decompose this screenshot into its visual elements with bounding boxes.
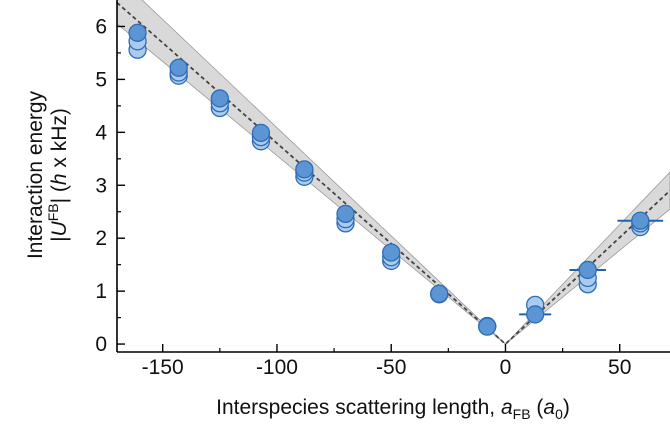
data-point-dark bbox=[128, 23, 147, 42]
data-point-dark bbox=[251, 123, 271, 143]
axes: -150 -100 -50 0 50 0 1 2 3 4 5 6 bbox=[95, 0, 670, 379]
y-axis-label-line1: Interaction energy bbox=[24, 90, 47, 259]
x-tick-label: 0 bbox=[500, 356, 512, 379]
x-tick-label: -50 bbox=[376, 356, 406, 379]
y-tick-label: 3 bbox=[95, 174, 107, 197]
y-tick-label: 6 bbox=[95, 15, 107, 38]
data-point-dark bbox=[295, 160, 314, 179]
plot-area bbox=[117, 0, 670, 346]
data-point-dark bbox=[336, 204, 355, 223]
y-tick-label: 5 bbox=[95, 68, 107, 91]
x-axis-label: Interspecies scattering length, aFB (a0) bbox=[216, 396, 570, 422]
data-point-dark bbox=[478, 317, 497, 336]
data-point-dark bbox=[526, 305, 545, 324]
x-tick-label: 50 bbox=[608, 356, 631, 379]
data-point-dark bbox=[169, 58, 188, 77]
y-axis-label-line2: |UFB| (h x kHz) bbox=[45, 108, 71, 242]
y-tick-label: 1 bbox=[95, 280, 107, 303]
y-tick-label: 4 bbox=[95, 121, 107, 144]
y-tick-label: 0 bbox=[95, 333, 107, 356]
data-point-dark bbox=[578, 260, 597, 280]
data-point-dark bbox=[430, 284, 449, 303]
data-point-dark bbox=[210, 89, 229, 108]
x-tick-label: -100 bbox=[256, 356, 298, 379]
data-point-dark bbox=[631, 211, 650, 230]
theory-dashed-line bbox=[117, 1, 670, 346]
x-tick-label: -150 bbox=[142, 356, 184, 379]
data-point-dark bbox=[382, 243, 401, 262]
y-tick-label: 2 bbox=[95, 227, 107, 250]
